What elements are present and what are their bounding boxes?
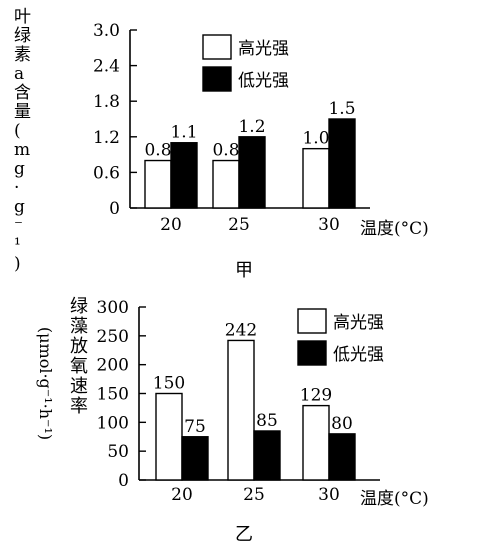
chart-2: 0 50 100 150 200 250 300 150 75 20 242 85 25 129 80 30 温… <box>36 296 429 545</box>
y-tick-label: 150 <box>97 385 129 405</box>
data-label: 1.1 <box>170 123 197 143</box>
y-tick-label: 0 <box>118 471 129 491</box>
data-label: 1.2 <box>238 117 265 137</box>
y-tick-label: 200 <box>97 356 129 376</box>
y-axis-label: 叶绿素 a 含量(m g · g ⁻ ¹) <box>14 7 31 274</box>
x-axis-label: 温度(°C) <box>360 219 429 239</box>
x-tick-label: 30 <box>318 485 340 505</box>
data-label: 242 <box>225 320 257 340</box>
y-tick-label: 1.2 <box>93 128 120 148</box>
bar <box>328 118 356 209</box>
y-tick-label: 100 <box>97 413 129 433</box>
data-label: 0.8 <box>144 141 171 161</box>
bar <box>144 159 172 209</box>
y-tick-label: 0 <box>109 199 120 219</box>
bar <box>170 142 198 209</box>
x-axis-label: 温度(°C) <box>360 489 429 509</box>
chart-1: 00.61.21.82.43.00.81.1200.81.2251.01.530… <box>14 7 429 281</box>
bar <box>302 147 330 209</box>
bar <box>302 404 330 481</box>
y-axis-label: 绿藻放氧速率 <box>70 296 88 417</box>
bar <box>155 392 183 481</box>
y-tick-label: 2.4 <box>93 57 120 77</box>
bar <box>328 433 356 481</box>
data-label: 85 <box>256 411 278 431</box>
legend-label: 低光强 <box>238 71 289 91</box>
data-label: 1.0 <box>302 129 329 149</box>
data-label: 80 <box>331 414 353 434</box>
x-tick-label: 25 <box>243 485 265 505</box>
chart-caption: 甲 <box>235 260 253 281</box>
bar <box>238 136 266 209</box>
y-tick-label: 0.6 <box>93 163 120 183</box>
y-axis-unit: (μmol·g⁻¹·h⁻¹) <box>36 327 55 440</box>
bar <box>227 339 255 481</box>
legend-label: 低光强 <box>333 345 384 365</box>
legend-swatch <box>297 308 327 334</box>
y-tick-label: 300 <box>97 298 129 318</box>
data-label: 1.5 <box>328 99 355 119</box>
bar <box>212 159 240 209</box>
y-tick-label: 250 <box>97 327 129 347</box>
legend-swatch <box>202 34 232 60</box>
x-tick-label: 25 <box>228 215 250 235</box>
data-label: 129 <box>300 386 332 406</box>
chart-caption: 乙 <box>235 524 253 545</box>
legend-label: 高光强 <box>333 313 384 333</box>
x-tick-label: 20 <box>171 485 193 505</box>
x-tick-label: 20 <box>160 215 182 235</box>
data-label: 0.8 <box>212 141 239 161</box>
legend-label: 高光强 <box>238 39 289 59</box>
data-label: 150 <box>153 374 185 394</box>
y-tick-label: 3.0 <box>93 21 120 41</box>
y-tick-label: 50 <box>107 442 129 462</box>
legend-swatch <box>202 66 232 92</box>
data-label: 75 <box>184 417 206 437</box>
bar <box>181 436 209 481</box>
y-tick-label: 1.8 <box>93 92 120 112</box>
bar <box>253 430 281 481</box>
legend-swatch <box>297 340 327 366</box>
x-tick-label: 30 <box>318 215 340 235</box>
